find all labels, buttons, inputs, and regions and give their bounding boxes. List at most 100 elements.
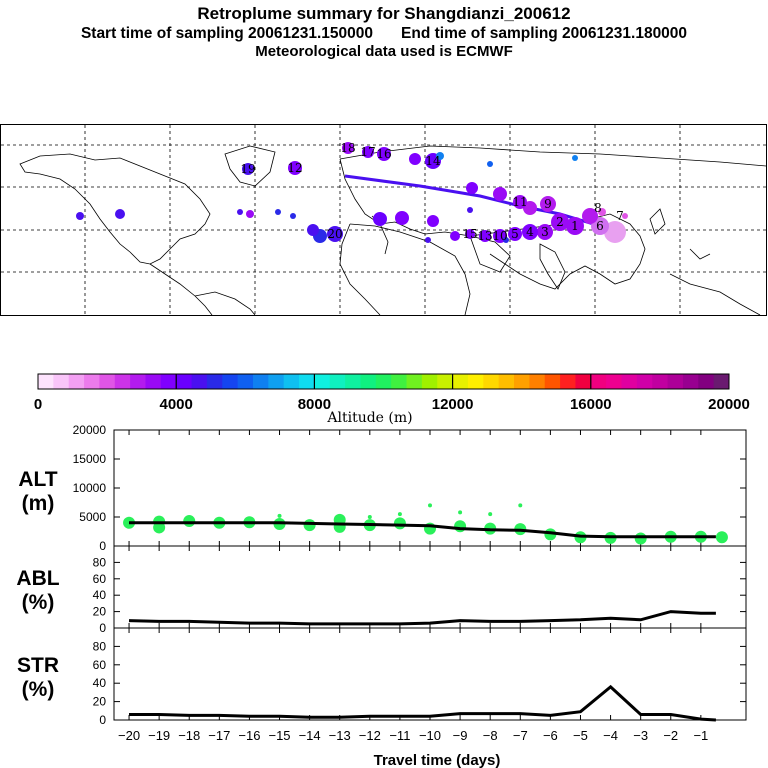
plume-circle xyxy=(373,212,387,226)
colorbar-cell xyxy=(437,374,454,389)
colorbar-cell xyxy=(314,374,331,389)
colorbar-title: Altitude (m) xyxy=(326,410,412,426)
colorbar-cell xyxy=(130,374,146,389)
plume-day-label: 16 xyxy=(376,147,391,161)
plume-circle xyxy=(513,195,527,209)
colorbar-cell xyxy=(575,374,592,389)
plume-day-label: 13 xyxy=(477,229,492,243)
panel-alt: 0 5000 10000 15000 20000 ALT(m) xyxy=(18,424,747,553)
colorbar-cell xyxy=(421,374,438,389)
y-tick-label: 80 xyxy=(93,555,107,569)
altitude-scatter-point xyxy=(153,521,166,534)
x-tick-label: −7 xyxy=(513,728,528,743)
start-time-label: Start time of sampling 20061231.150000 xyxy=(80,25,374,42)
coastlines xyxy=(19,145,767,316)
y-tick-label: 80 xyxy=(93,639,107,653)
x-tick-label: −9 xyxy=(453,728,468,743)
plume-circle xyxy=(436,152,444,160)
colorbar-cell xyxy=(682,374,699,389)
plume-circle xyxy=(572,155,578,161)
plume-day-label: 2 xyxy=(556,215,564,229)
colorbar-cell xyxy=(652,374,669,389)
plume-day-label: 7 xyxy=(616,209,624,223)
colorbar-cell xyxy=(360,374,377,389)
colorbar-cell xyxy=(636,374,653,389)
plume-day-label: 1 xyxy=(571,219,579,233)
plume-day-label: 17 xyxy=(360,145,375,159)
plume-circle xyxy=(522,224,538,240)
y-tick-label: 15000 xyxy=(73,452,107,466)
plume-day-label: 12 xyxy=(287,161,302,175)
plume-circle xyxy=(503,237,509,243)
colorbar-cell xyxy=(698,374,715,389)
colorbar-tick-label: 12000 xyxy=(432,396,474,413)
altitude-scatter-point xyxy=(183,515,196,528)
colorbar-cell xyxy=(283,374,300,389)
x-tick-label: −14 xyxy=(299,728,321,743)
panel-abl: 0 20 40 60 80 ABL(%) xyxy=(16,545,747,635)
plume-circle xyxy=(467,207,473,213)
plume-circle xyxy=(465,229,475,239)
x-tick-label: −20 xyxy=(118,728,140,743)
plume-circle xyxy=(76,212,84,220)
altitude-scatter-point xyxy=(393,517,406,530)
colorbar-cell xyxy=(529,374,546,389)
plume-circle xyxy=(598,208,606,216)
colorbar-tick-label: 8000 xyxy=(298,396,331,413)
plume-circle xyxy=(290,213,296,219)
colorbar-tick-label: 20000 xyxy=(708,396,750,413)
colorbar-tick-label: 4000 xyxy=(160,396,193,413)
colorbar-cell xyxy=(498,374,515,389)
colorbar-cell xyxy=(237,374,254,389)
plume-circle xyxy=(622,213,628,219)
x-tick-label: −16 xyxy=(238,728,260,743)
x-tick-label: −2 xyxy=(663,728,678,743)
colorbar-cell xyxy=(145,374,162,389)
colorbar-cell xyxy=(160,374,177,389)
series-line xyxy=(129,684,716,722)
colorbar-cell xyxy=(114,374,131,389)
y-tick-label: 40 xyxy=(93,588,107,602)
plume-day-label: 9 xyxy=(544,197,552,211)
x-axis-title: Travel time (days) xyxy=(374,752,501,768)
colorbar-cell xyxy=(206,374,223,389)
colorbar-cell xyxy=(176,374,193,389)
colorbar-cell xyxy=(375,374,392,389)
plume-circle xyxy=(307,224,319,236)
x-tick-label: −4 xyxy=(603,728,618,743)
plume-circle xyxy=(362,146,374,158)
colorbar-tick-label: 0 xyxy=(34,396,42,413)
plume-circle xyxy=(409,153,421,165)
y-tick-label: 0 xyxy=(99,539,106,553)
met-data-label: Meteorological data used is ECMWF xyxy=(255,43,513,60)
x-tick-label: −18 xyxy=(178,728,200,743)
colorbar-cell xyxy=(667,374,684,389)
plume-circle xyxy=(427,215,439,227)
plume-day-label: 14 xyxy=(425,154,441,168)
colorbar-cell xyxy=(406,374,423,389)
plume-circle xyxy=(551,213,569,231)
altitude-scatter-point xyxy=(488,512,493,517)
plume-circle xyxy=(493,187,507,201)
plume-day-label: 11 xyxy=(512,195,527,209)
plume-circle xyxy=(582,208,598,224)
y-tick-label: 5000 xyxy=(79,510,106,524)
time-series-panels: 05000100001500020000ALT(m)020406080ABL(%… xyxy=(16,424,747,768)
colorbar-cells xyxy=(38,374,730,389)
plume-day-label: 5 xyxy=(511,227,519,241)
x-tick-label: −8 xyxy=(483,728,498,743)
altitude-scatter-point xyxy=(634,532,647,545)
panel-label-unit: (%) xyxy=(22,678,55,701)
x-tick-label: −1 xyxy=(693,728,708,743)
plume-circle xyxy=(508,227,522,241)
panel-str: 0 20 40 60 80 STR(%) xyxy=(17,627,747,727)
panel-label-unit: (%) xyxy=(22,591,55,614)
y-tick-label: 60 xyxy=(93,572,107,586)
colorbar-cell xyxy=(560,374,576,389)
plume-circle xyxy=(425,237,431,243)
colorbar-cell xyxy=(544,374,561,389)
colorbar-cell xyxy=(391,374,408,389)
y-tick-label: 20 xyxy=(93,695,107,709)
x-tick-label: −10 xyxy=(419,728,441,743)
